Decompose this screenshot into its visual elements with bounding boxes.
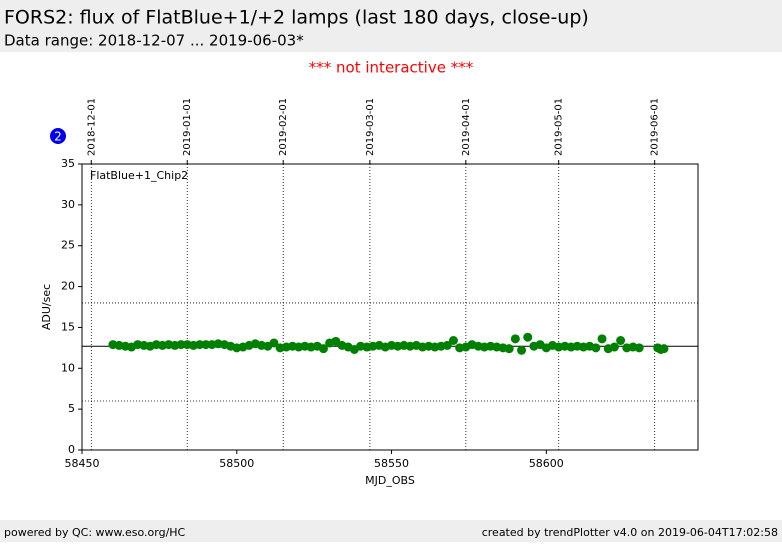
badge: 2 (54, 130, 62, 144)
point (659, 344, 669, 354)
y-axis-label: ADU/sec (40, 284, 53, 330)
y-tick-label: 20 (61, 280, 75, 293)
point (318, 344, 328, 354)
point (195, 340, 205, 350)
series-label: FlatBlue+1_Chip2 (90, 169, 188, 182)
x-axis-label: MJD_OBS (365, 474, 415, 487)
point (634, 343, 644, 353)
footer-left: powered by QC: www.eso.org/HC (4, 526, 186, 539)
badge-circle (50, 128, 66, 144)
header-bg (0, 0, 782, 52)
point (523, 332, 533, 342)
point (510, 334, 520, 344)
y-tick-label: 15 (61, 320, 75, 333)
x2-tick-label: 2019-06-01 (650, 98, 661, 156)
point (597, 334, 607, 344)
x-tick-label: 58450 (65, 457, 100, 470)
y-tick-label: 0 (68, 443, 75, 456)
point (269, 338, 279, 348)
x2-tick-label: 2019-01-01 (182, 98, 193, 156)
x-tick-label: 58600 (529, 457, 564, 470)
point (616, 336, 626, 346)
point (448, 336, 458, 346)
point (609, 342, 619, 352)
x-tick-label: 58550 (374, 457, 409, 470)
y-tick-label: 25 (61, 239, 75, 252)
x2-tick-label: 2019-05-01 (554, 98, 565, 156)
point (442, 340, 452, 350)
footer-bg (0, 520, 782, 542)
notice: *** not interactive *** (309, 59, 474, 77)
point (176, 340, 186, 350)
point (504, 344, 514, 354)
x2-tick-label: 2019-03-01 (365, 98, 376, 156)
y-tick-label: 5 (68, 402, 75, 415)
x-tick-label: 58500 (219, 457, 254, 470)
x2-tick-label: 2019-04-01 (461, 98, 472, 156)
x2-tick-label: 2018-12-01 (86, 98, 97, 156)
point (517, 345, 527, 355)
y-tick-label: 35 (61, 157, 75, 170)
subtitle: Data range: 2018-12-07 ... 2019-06-03* (4, 32, 304, 50)
point (201, 340, 211, 350)
x2-tick-label: 2019-02-01 (278, 98, 289, 156)
footer-right: created by trendPlotter v4.0 on 2019-06-… (482, 526, 778, 539)
title: FORS2: flux of FlatBlue+1/+2 lamps (last… (4, 7, 589, 29)
y-tick-label: 30 (61, 198, 75, 211)
point (591, 343, 601, 353)
y-tick-label: 10 (61, 361, 75, 374)
plot-frame (81, 163, 699, 451)
